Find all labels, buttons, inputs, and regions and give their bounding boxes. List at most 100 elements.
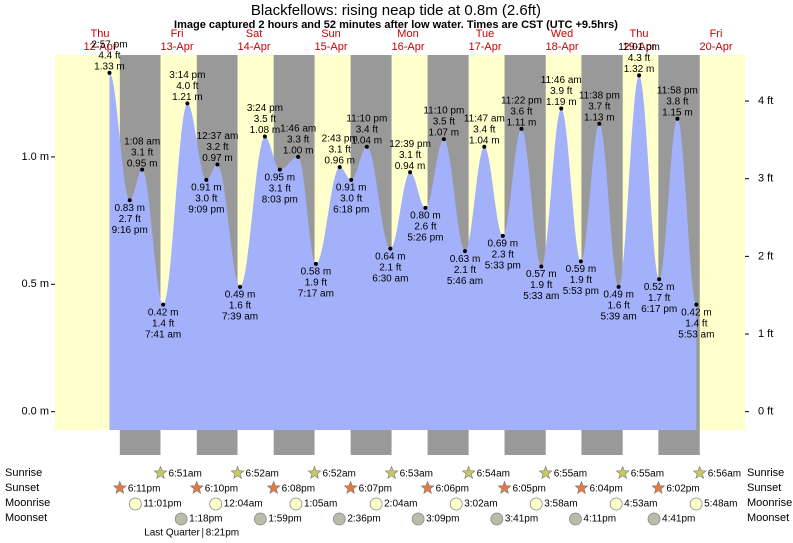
tide-label: 4.3 ft xyxy=(628,53,650,64)
sunset-icon xyxy=(651,480,666,494)
tide-label: 11:58 pm xyxy=(657,85,698,96)
tide-label: 0.91 m xyxy=(336,182,367,193)
tide-point xyxy=(161,302,166,307)
date-label: 18-Apr xyxy=(545,41,578,53)
tide-point xyxy=(482,144,487,149)
tide-label: 1.4 ft xyxy=(685,318,707,329)
tide-label: 3.4 ft xyxy=(473,124,495,135)
date-label: 17-Apr xyxy=(468,41,501,53)
tide-label: 1:08 am xyxy=(124,136,160,147)
tide-point xyxy=(559,106,564,111)
tide-label: 0.96 m xyxy=(324,156,355,167)
sunrise-icon xyxy=(230,465,245,479)
y2-tick-label: 2 ft xyxy=(758,250,773,262)
tide-label: 3.6 ft xyxy=(510,107,532,118)
tide-point xyxy=(657,277,662,282)
tide-label: 6:18 pm xyxy=(333,204,369,215)
tide-label: 3.0 ft xyxy=(195,193,217,204)
sunrise-icon xyxy=(692,465,707,479)
tide-label: 11:38 pm xyxy=(579,90,620,101)
tide-label: 5:33 pm xyxy=(485,261,521,272)
tide-point xyxy=(296,154,301,159)
tide-label: 0.64 m xyxy=(375,251,406,262)
tide-label: 2.7 ft xyxy=(119,214,141,225)
event-time: 6:56am xyxy=(708,469,741,480)
tide-label: 3.1 ft xyxy=(399,150,421,161)
tide-point xyxy=(349,177,354,182)
tide-label: 11:10 pm xyxy=(346,113,387,124)
tide-label: 2.6 ft xyxy=(414,222,436,233)
tide-label: 9:16 pm xyxy=(112,225,148,236)
tide-point xyxy=(140,167,145,172)
tide-label: 1.19 m xyxy=(546,97,577,108)
tide-point xyxy=(262,134,267,139)
event-time: 6:02pm xyxy=(666,484,699,495)
event-time: 6:11pm xyxy=(128,484,161,495)
tide-label: 3.3 ft xyxy=(287,135,309,146)
tide-label: 2.3 ft xyxy=(492,250,514,261)
event-time: 6:52am xyxy=(323,469,356,480)
tide-point xyxy=(519,126,524,131)
moonrise-icon xyxy=(689,497,703,511)
tide-label: 1.00 m xyxy=(283,146,314,157)
tide-label: 0.97 m xyxy=(202,153,233,164)
tide-label: 5:33 am xyxy=(523,291,559,302)
tide-point xyxy=(364,144,369,149)
event-row-label: Sunset xyxy=(747,482,781,494)
tide-label: 0.52 m xyxy=(644,282,675,293)
moonrise-icon xyxy=(289,497,303,511)
tide-label: 3.5 ft xyxy=(433,117,455,128)
chart-title: Blackfellows: rising neap tide at 0.8m (… xyxy=(251,2,541,19)
y2-tick-label: 1 ft xyxy=(758,328,773,340)
tide-label: 0.57 m xyxy=(526,269,557,280)
tide-label: 11:47 am xyxy=(464,113,505,124)
date-label: 12-Apr xyxy=(83,41,116,53)
tide-point xyxy=(500,233,505,238)
sunrise-icon xyxy=(384,465,399,479)
tide-point xyxy=(539,264,544,269)
tide-label: 1.7 ft xyxy=(648,293,670,304)
event-time: 2:36pm xyxy=(347,514,380,525)
event-time: 4:41pm xyxy=(662,514,695,525)
moonset-icon xyxy=(411,512,425,526)
weekday-label: Tue xyxy=(476,28,495,40)
tide-label: 7:41 am xyxy=(145,329,181,340)
tide-point xyxy=(107,70,112,75)
tide-point xyxy=(313,261,318,266)
tide-point xyxy=(215,162,220,167)
sunset-icon xyxy=(420,480,435,494)
event-time: 1:05am xyxy=(304,499,337,510)
tide-point xyxy=(388,246,393,251)
weekday-label: Thu xyxy=(91,28,110,40)
event-time: 6:55am xyxy=(554,469,587,480)
date-label: 13-Apr xyxy=(160,41,193,53)
event-time: 1:18pm xyxy=(189,514,222,525)
tide-label: 3.2 ft xyxy=(206,142,228,153)
event-time: 6:52am xyxy=(246,469,279,480)
moonset-icon xyxy=(490,512,504,526)
tide-point xyxy=(675,116,680,121)
tide-label: 3.8 ft xyxy=(666,96,688,107)
tide-label: 3.5 ft xyxy=(254,114,276,125)
tide-label: 1.9 ft xyxy=(305,278,327,289)
tide-point xyxy=(423,205,428,210)
tide-label: 11:22 pm xyxy=(501,96,542,107)
tide-label: 3.1 ft xyxy=(131,147,153,158)
tide-point xyxy=(597,121,602,126)
tide-label: 11:10 pm xyxy=(423,106,464,117)
sunrise-icon xyxy=(615,465,630,479)
event-time: 6:06pm xyxy=(436,484,469,495)
tide-label: 11:46 am xyxy=(541,75,582,86)
tide-label: 1.6 ft xyxy=(229,300,251,311)
tide-label: 5:39 am xyxy=(601,311,637,322)
tide-label: 2:43 pm xyxy=(322,134,358,145)
sunrise-icon xyxy=(307,465,322,479)
sunrise-icon xyxy=(461,465,476,479)
tide-label: 6:17 pm xyxy=(641,304,677,315)
sunrise-icon xyxy=(538,465,553,479)
tide-label: 1.04 m xyxy=(469,135,500,146)
event-time: 4:53am xyxy=(624,499,657,510)
tide-label: 0.63 m xyxy=(450,254,481,265)
weekday-label: Thu xyxy=(630,28,649,40)
